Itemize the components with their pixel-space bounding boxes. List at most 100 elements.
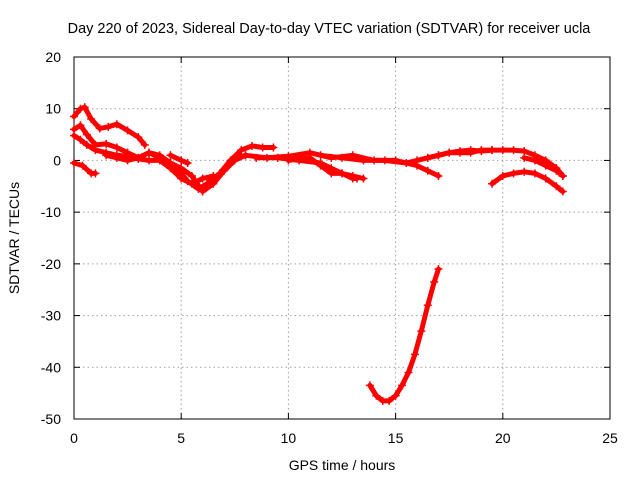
data-point: [76, 135, 85, 144]
data-point: [520, 153, 529, 162]
data-point: [91, 169, 100, 178]
data-point: [140, 140, 149, 149]
data-point: [520, 167, 529, 176]
data-point: [353, 174, 362, 183]
series-trace: [71, 104, 148, 148]
data-point: [402, 159, 411, 168]
axis-ticks: 0 5 10 15 20 25 -50 -40 -30 -20 -10 0 10 20: [41, 49, 618, 446]
data-point: [145, 148, 154, 157]
data-point: [413, 156, 422, 165]
x-tick-label: 25: [602, 430, 618, 446]
data-point: [434, 171, 443, 180]
data-point: [177, 156, 186, 165]
data-point: [70, 159, 78, 168]
data-point: [338, 153, 346, 162]
data-point: [530, 156, 539, 165]
data-point: [112, 120, 121, 129]
chart-title: Day 220 of 2023, Sidereal Day-to-day VTE…: [68, 21, 592, 37]
data-point: [155, 153, 164, 162]
data-point: [398, 381, 407, 390]
data-point: [445, 148, 454, 157]
data-point: [423, 301, 432, 310]
data-point: [78, 161, 87, 170]
data-point: [82, 140, 91, 149]
data-point: [87, 115, 96, 124]
data-point: [123, 156, 132, 165]
data-point: [76, 121, 85, 130]
data-point: [316, 151, 325, 160]
series-arc14: [365, 265, 443, 405]
data-point: [541, 174, 550, 183]
data-point: [177, 164, 186, 173]
data-point: [183, 159, 192, 168]
x-axis-label: GPS time / hours: [289, 457, 396, 473]
series-trace: [367, 266, 441, 404]
data-point: [284, 156, 293, 165]
data-point: [70, 112, 78, 121]
data-point: [134, 133, 143, 142]
data-point: [104, 122, 113, 131]
data-point: [430, 277, 439, 286]
series-arc13: [520, 153, 567, 180]
x-tick-label: 10: [281, 430, 297, 446]
data-point: [410, 350, 419, 359]
data-point: [466, 146, 475, 155]
data-point: [166, 151, 175, 160]
data-point: [209, 171, 218, 180]
data-point: [198, 174, 207, 183]
data-point: [241, 151, 250, 160]
data-point: [498, 146, 507, 155]
data-point: [269, 143, 278, 152]
data-point: [509, 169, 518, 178]
data-point: [365, 381, 374, 390]
data-point: [359, 156, 368, 165]
data-point: [509, 146, 518, 155]
y-tick-label: -10: [41, 204, 61, 220]
series-arc9: [284, 153, 362, 183]
y-tick-label: -30: [41, 308, 61, 324]
data-point: [305, 153, 314, 162]
grid: [74, 57, 610, 419]
data-series: [70, 103, 567, 405]
data-point: [252, 153, 261, 162]
data-point: [258, 143, 267, 152]
data-point: [520, 147, 529, 156]
data-point: [385, 396, 394, 405]
data-point: [391, 391, 400, 400]
data-point: [477, 147, 486, 156]
x-tick-label: 5: [177, 430, 185, 446]
data-point: [530, 169, 539, 178]
data-point: [488, 179, 497, 188]
data-point: [455, 147, 464, 156]
y-tick-label: 10: [45, 101, 61, 117]
y-axis-label: SDTVAR / TECUs: [6, 182, 22, 294]
y-tick-label: -50: [41, 411, 61, 427]
data-point: [558, 171, 567, 180]
data-point: [237, 146, 246, 155]
data-point: [423, 166, 432, 175]
data-point: [95, 124, 104, 133]
data-point: [230, 153, 239, 162]
data-point: [273, 153, 282, 162]
data-point: [434, 151, 443, 160]
data-point: [76, 104, 85, 113]
data-point: [134, 153, 143, 162]
data-point: [82, 130, 91, 139]
data-point: [145, 156, 154, 165]
data-point: [102, 151, 111, 160]
series-arc11: [423, 146, 497, 162]
series-arc1: [70, 103, 149, 149]
series-arc4: [70, 159, 100, 178]
data-point: [434, 265, 443, 274]
data-point: [80, 103, 89, 112]
y-tick-label: -20: [41, 256, 61, 272]
data-point: [404, 368, 413, 377]
data-point: [558, 187, 567, 196]
data-point: [423, 153, 432, 162]
data-point: [316, 161, 325, 170]
y-tick-label: 0: [53, 152, 61, 168]
data-point: [112, 143, 121, 152]
series-arc5: [102, 148, 250, 196]
series-arc6: [166, 151, 192, 168]
